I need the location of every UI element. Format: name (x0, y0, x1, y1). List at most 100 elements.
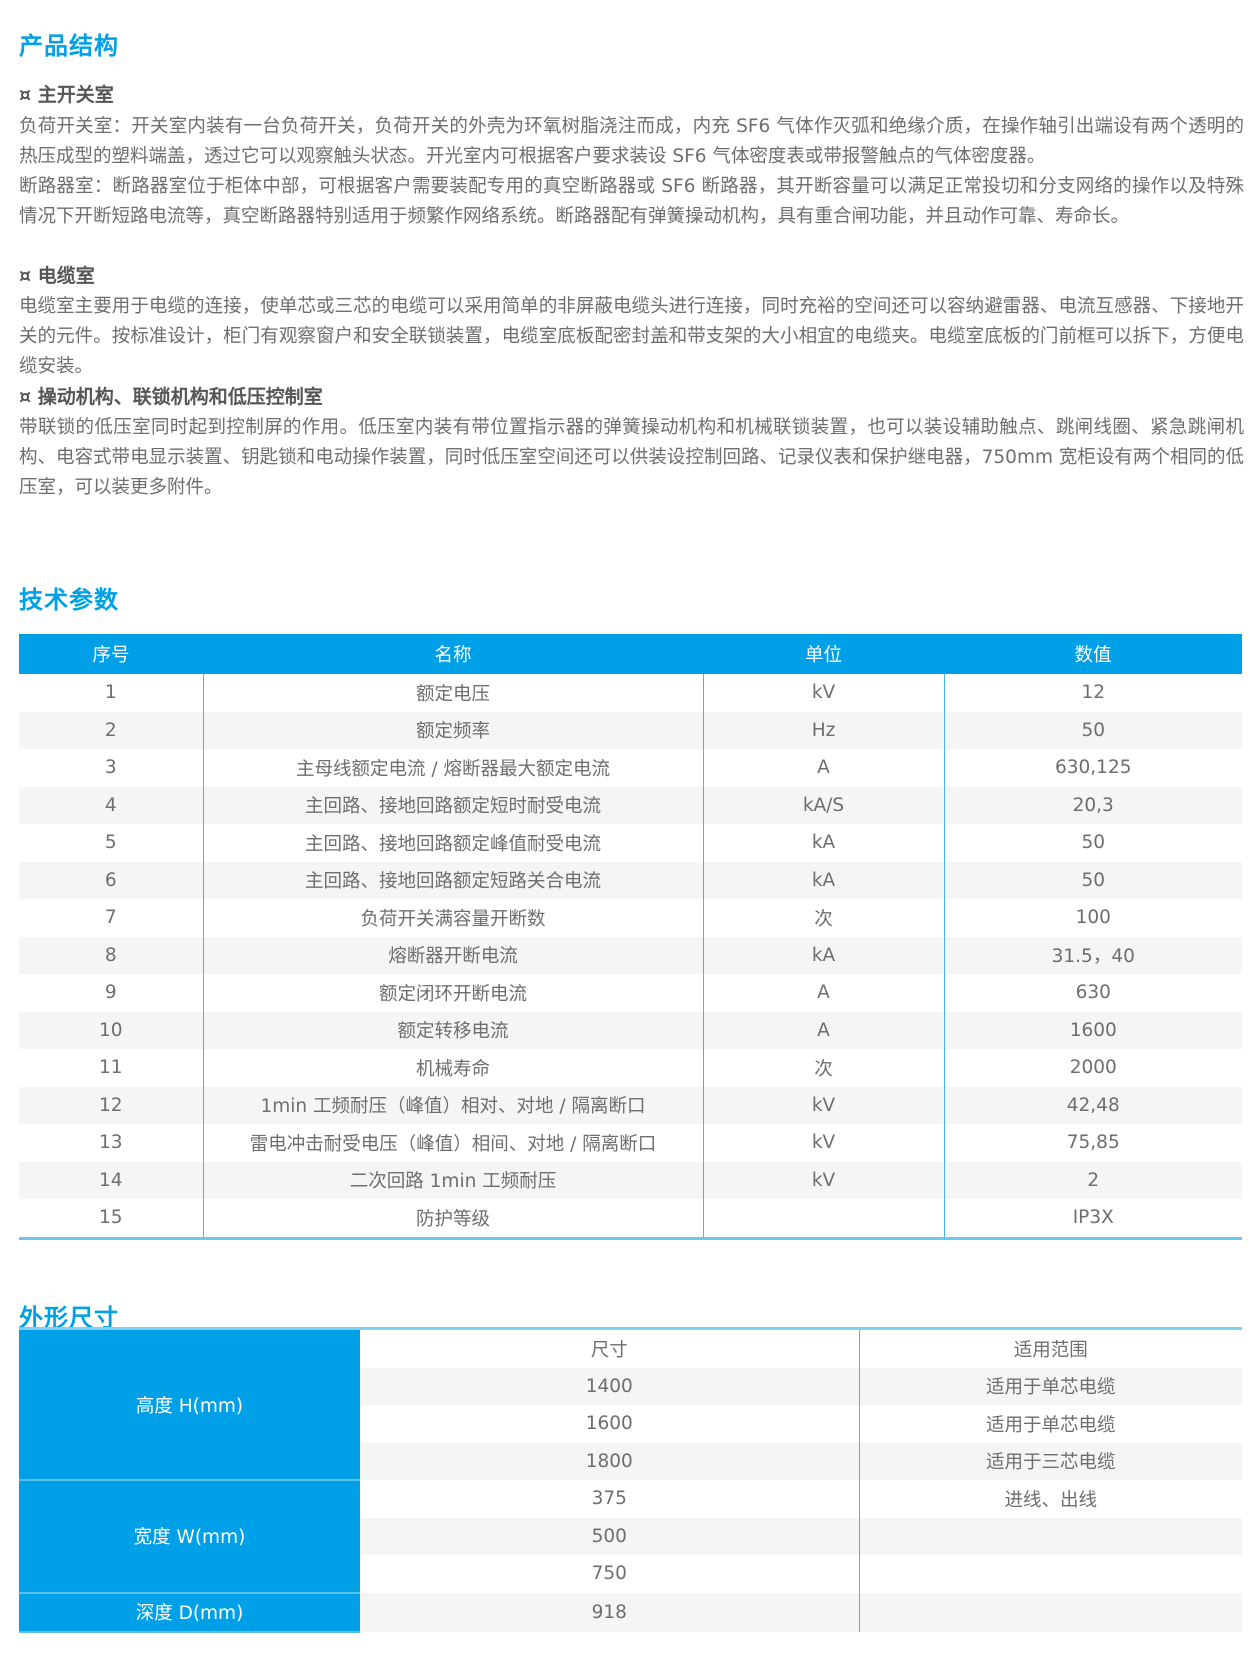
cell-value: 75,85 (943, 1124, 1242, 1162)
cell-name: 主回路、接地回路额定峰值耐受电流 (202, 824, 703, 862)
cell-size: 918 (360, 1592, 860, 1632)
table-row: 15 防护等级 IP3X (19, 1199, 1242, 1238)
cell-index: 7 (104, 907, 117, 929)
table-row: 500 (19, 1517, 1242, 1555)
cell-unit: kA (702, 824, 944, 862)
table-row: 10 额定转移电流 A 1600 (19, 1011, 1242, 1049)
table-row: 1600 适用于单芯电缆 (19, 1405, 1242, 1443)
cell-name: 1min 工频耐压（峰值）相对、对地 / 隔离断口 (202, 1086, 703, 1124)
cell-size: 1800 (360, 1442, 860, 1480)
cell-name: 熔断器开断电流 (202, 936, 703, 974)
table-row: 6 主回路、接地回路额定短路关合电流 kA 50 (19, 861, 1242, 899)
cell-name: 雷电冲击耐受电压（峰值）相间、对地 / 隔离断口 (202, 1124, 703, 1162)
cell-unit: kV (702, 674, 944, 712)
table-row: 750 (19, 1555, 1242, 1593)
paragraph-mechanism: 带联锁的低压室同时起到控制屏的作用。低压室内装有带位置指示器的弹簧操动机构和机械… (19, 417, 1244, 498)
cell-unit: kA/S (702, 786, 944, 824)
cell-index: 3 (104, 757, 117, 779)
table-row: 8 熔断器开断电流 kA 31.5，40 (19, 936, 1242, 974)
cell-index: 5 (104, 832, 117, 854)
table-row: 4 主回路、接地回路额定短时耐受电流 kA/S 20,3 (19, 786, 1242, 824)
table-row: 2 额定频率 Hz 50 (19, 711, 1242, 749)
header-index: 序号 (19, 634, 203, 674)
cell-name: 防护等级 (202, 1199, 703, 1238)
cell-index: 9 (104, 982, 117, 1004)
cell-scope (859, 1592, 1242, 1632)
cell-unit: A (702, 1011, 944, 1049)
dims-group-label: 宽度 W(mm) (19, 1480, 360, 1594)
cell-unit: Hz (702, 711, 944, 749)
cell-index: 15 (98, 1207, 123, 1229)
table-row: 11 机械寿命次 2000 (19, 1049, 1242, 1087)
cell-value: 20,3 (943, 786, 1242, 824)
cell-index: 4 (19, 786, 203, 824)
cell-index: 1 (104, 682, 117, 704)
cell-value: 2 (943, 1161, 1242, 1199)
cell-size: 375 (360, 1480, 860, 1518)
cell-value: 12 (943, 674, 1242, 712)
cell-name: 主母线额定电流 / 熔断器最大额定电流 (202, 749, 703, 787)
cell-name: 额定电压 (202, 674, 703, 712)
cell-unit: kV (702, 1086, 944, 1124)
cell-size: 500 (360, 1517, 860, 1555)
table-row: 宽度 W(mm) 375 进线、出线 (19, 1480, 1242, 1594)
cell-value: 31.5，40 (943, 936, 1242, 974)
cell-unit: 次 (702, 899, 944, 937)
cell-name: 机械寿命 (202, 1049, 703, 1087)
subheading-main-switch: ¤ 主开关室 (19, 84, 114, 106)
cell-value: 1600 (943, 1011, 1242, 1049)
table-row: 3 主母线额定电流 / 熔断器最大额定电流 A 630,125 (19, 749, 1242, 787)
cell-scope (859, 1555, 1242, 1593)
cell-index: 2 (19, 711, 203, 749)
cell-unit: A (702, 974, 944, 1012)
cell-value: 42,48 (943, 1086, 1242, 1124)
table-row: 9 额定闭环开断电流 A 630 (19, 974, 1242, 1012)
dimensions-table: 高度 H(mm) 尺寸 适用范围 1400 适用于单芯电缆 1600 适用于单芯电缆 1800… (19, 1327, 1242, 1633)
header-scope: 适用范围 (1013, 1339, 1088, 1361)
cell-index: 13 (98, 1132, 123, 1154)
cell-scope (859, 1517, 1242, 1555)
cell-index: 8 (19, 936, 203, 974)
dims-group-label: 深度 D(mm) (19, 1592, 360, 1633)
cell-index: 14 (19, 1161, 203, 1199)
table-row: 1800 适用于三芯电缆 (19, 1442, 1242, 1480)
cell-name: 主回路、接地回路额定短时耐受电流 (202, 786, 703, 824)
cell-index: 10 (19, 1011, 203, 1049)
table-row: 1400 适用于单芯电缆 (19, 1367, 1242, 1405)
cell-name: 额定频率 (202, 711, 703, 749)
cell-unit: kV (702, 1124, 944, 1162)
cell-unit: kA (702, 861, 944, 899)
cell-value: 50 (943, 861, 1242, 899)
paragraph-cable-room: 电缆室主要用于电缆的连接，使单芯或三芯的电缆可以采用简单的非屏蔽电缆头进行连接，… (19, 296, 1244, 377)
table-row: 13 雷电冲击耐受电压（峰值）相间、对地 / 隔离断口 kV 75,85 (19, 1124, 1242, 1162)
dims-group-label: 高度 H(mm) (19, 1328, 360, 1481)
cell-scope: 适用于三芯电缆 (859, 1442, 1242, 1480)
cell-name: 额定转移电流 (202, 1011, 703, 1049)
cell-scope: 适用于单芯电缆 (985, 1414, 1116, 1436)
cell-size: 1600 (360, 1405, 860, 1443)
cell-index: 12 (19, 1086, 203, 1124)
cell-unit (702, 1199, 944, 1238)
table-row: 14 二次回路 1min 工频耐压 kV 2 (19, 1161, 1242, 1199)
cell-scope: 进线、出线 (1004, 1489, 1097, 1511)
cell-value: 630,125 (943, 749, 1242, 787)
cell-value: 50 (943, 711, 1242, 749)
cell-unit: A (702, 749, 944, 787)
cell-index: 11 (98, 1057, 123, 1079)
table-header-row: 序号 名称 单位 数值 (19, 634, 1242, 674)
header-size: 尺寸 (360, 1328, 860, 1368)
cell-scope: 适用于单芯电缆 (859, 1367, 1242, 1405)
header-unit: 单位 (703, 634, 944, 674)
subheading-mechanism: ¤ 操动机构、联锁机构和低压控制室 (19, 386, 323, 408)
table-row: 7 负荷开关满容量开断数次 100 (19, 899, 1242, 937)
cell-size: 750 (360, 1555, 860, 1593)
subheading-cable-room: ¤ 电缆室 (19, 265, 95, 287)
header-value: 数值 (944, 634, 1242, 674)
paragraph-breaker: 断路器室：断路器室位于柜体中部，可根据客户需要装配专用的真空断路器或 SF6 断… (19, 176, 1244, 227)
cell-name: 额定闭环开断电流 (202, 974, 703, 1012)
table-row: 深度 D(mm) 918 (19, 1592, 1242, 1633)
cell-value: 100 (943, 899, 1242, 937)
cell-name: 负荷开关满容量开断数 (202, 899, 703, 937)
header-name: 名称 (203, 634, 703, 674)
table-row: 5 主回路、接地回路额定峰值耐受电流 kA 50 (19, 824, 1242, 862)
